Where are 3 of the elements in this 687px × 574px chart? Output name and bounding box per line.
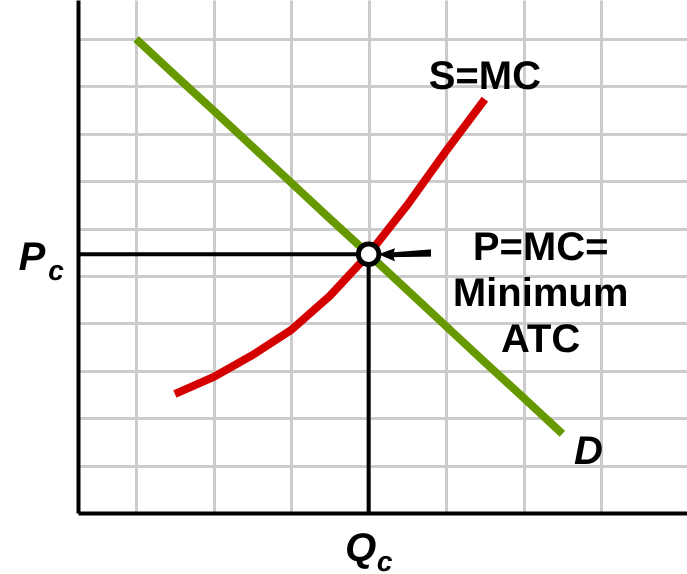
annotation: P=MC= Minimum ATC — [452, 225, 628, 362]
series-label: S=MC — [428, 54, 541, 98]
series-label: D — [574, 428, 603, 473]
